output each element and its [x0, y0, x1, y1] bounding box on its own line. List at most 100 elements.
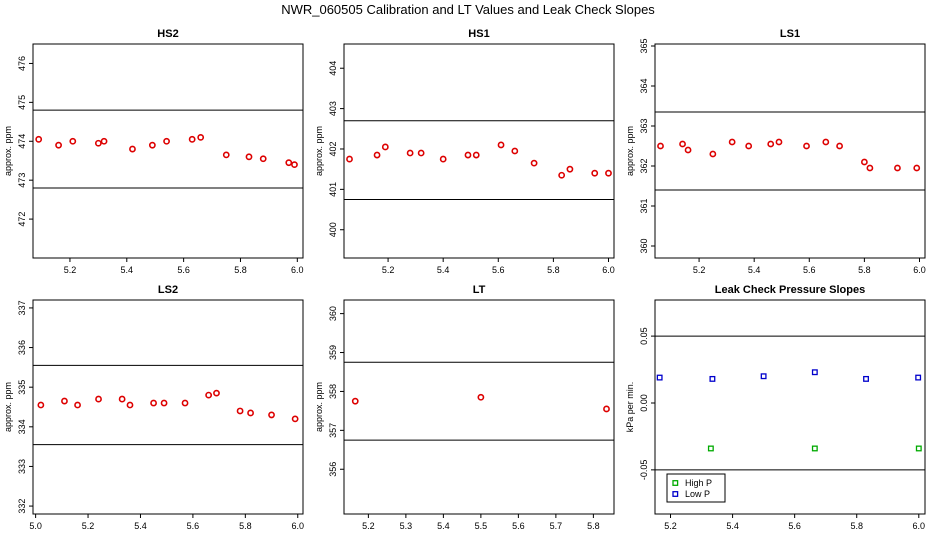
data-point — [511, 147, 519, 155]
y-tick-label: 363 — [639, 118, 649, 133]
data-point — [148, 141, 156, 149]
chart-title: HS2 — [157, 28, 178, 40]
x-tick-label: 5.6 — [187, 521, 200, 531]
x-tick-label: 5.0 — [29, 521, 42, 531]
data-point — [222, 151, 230, 159]
x-tick-label: 5.2 — [693, 265, 706, 275]
data-point — [373, 151, 381, 159]
x-tick-label: 5.4 — [748, 265, 761, 275]
chart-panel: HS1 approx. ppm 5.2 5.4 5.6 5.8 6.0 400 401 402 40… — [314, 28, 615, 275]
data-point — [679, 140, 686, 148]
x-tick-label: 5.2 — [64, 265, 77, 275]
data-point — [35, 135, 43, 143]
y-tick-label: 361 — [639, 198, 649, 213]
legend-marker — [672, 480, 679, 486]
chart-title: LS2 — [158, 284, 178, 296]
x-tick-label: 5.6 — [512, 521, 525, 531]
data-point — [236, 407, 244, 415]
data-point — [707, 445, 714, 452]
data-point — [69, 137, 77, 145]
data-point — [61, 397, 68, 405]
y-tick-label: 0.00 — [639, 394, 649, 412]
data-point — [709, 375, 716, 382]
data-point — [181, 399, 189, 407]
data-point — [477, 393, 485, 401]
data-point — [247, 409, 254, 417]
legend-label: High P — [685, 478, 712, 488]
data-point — [657, 142, 664, 150]
y-axis-label: approx. ppm — [625, 126, 635, 176]
y-tick-label: 474 — [17, 134, 27, 149]
x-tick-label: 5.8 — [587, 521, 600, 531]
chart-panel: LS1 approx. ppm 5.2 5.4 5.6 5.8 6.0 360 361 362 36… — [625, 28, 926, 275]
y-tick-label: -0.05 — [639, 460, 649, 481]
x-tick-label: 6.0 — [291, 521, 304, 531]
data-point — [417, 149, 425, 157]
data-point — [860, 158, 868, 166]
y-tick-label: 475 — [17, 95, 27, 110]
data-point — [95, 395, 102, 403]
data-point — [205, 391, 213, 399]
data-point — [94, 139, 102, 147]
x-tick-label: 6.0 — [291, 265, 304, 275]
y-tick-label: 404 — [328, 61, 338, 76]
chart-title: LT — [473, 284, 486, 296]
data-point — [709, 150, 717, 158]
x-tick-label: 5.7 — [550, 521, 563, 531]
chart-panel: Leak Check Pressure Slopes kPa per min. 5.… — [625, 284, 926, 531]
chart-title: Leak Check Pressure Slopes — [715, 284, 865, 296]
data-point — [811, 369, 818, 376]
data-point — [591, 169, 599, 177]
data-point — [728, 138, 736, 146]
page-title: NWR_060505 Calibration and LT Values and… — [281, 2, 655, 17]
y-axis-label: approx. ppm — [3, 126, 13, 176]
legend — [666, 473, 726, 503]
y-tick-label: 0.05 — [639, 327, 649, 345]
y-tick-label: 359 — [328, 345, 338, 360]
data-point — [497, 141, 505, 149]
data-point — [822, 138, 830, 146]
data-point — [656, 374, 663, 381]
data-point — [558, 171, 566, 179]
data-point — [37, 401, 45, 409]
chart-panel: LS2 approx. ppm 5.0 5.2 5.4 5.6 5.8 6.0 332 333 33… — [3, 284, 304, 531]
chart-panel: HS2 approx. ppm 5.2 5.4 5.6 5.8 6.0 472 473 474 47… — [3, 28, 304, 275]
data-point — [915, 374, 922, 381]
data-point — [566, 165, 574, 173]
x-tick-label: 5.4 — [121, 265, 134, 275]
data-point — [268, 411, 275, 419]
y-tick-label: 337 — [17, 300, 27, 315]
y-tick-label: 332 — [17, 499, 27, 514]
x-tick-label: 6.0 — [913, 521, 926, 531]
y-tick-label: 358 — [328, 384, 338, 399]
x-tick-label: 5.8 — [858, 265, 871, 275]
data-point — [100, 137, 108, 145]
plot-frame — [32, 43, 304, 259]
data-point — [285, 159, 293, 167]
x-tick-label: 5.4 — [437, 265, 450, 275]
data-point — [259, 155, 267, 163]
data-point — [55, 141, 62, 149]
data-point — [213, 389, 220, 397]
data-point — [118, 395, 126, 403]
data-point — [530, 159, 538, 167]
data-point — [150, 399, 157, 407]
x-tick-label: 6.0 — [913, 265, 926, 275]
plot-frame — [32, 299, 304, 515]
x-tick-label: 5.6 — [803, 265, 816, 275]
data-point — [811, 445, 818, 452]
y-tick-label: 401 — [328, 182, 338, 197]
data-point — [197, 133, 205, 141]
x-tick-label: 5.6 — [492, 265, 505, 275]
y-tick-label: 356 — [328, 462, 338, 477]
y-tick-label: 400 — [328, 222, 338, 237]
data-point — [836, 142, 843, 150]
x-tick-label: 5.8 — [850, 521, 863, 531]
chart-title: HS1 — [468, 28, 489, 40]
plot-frame — [343, 299, 615, 515]
data-point — [406, 149, 414, 157]
y-tick-label: 403 — [328, 101, 338, 116]
x-tick-label: 5.2 — [382, 265, 395, 275]
plot-frame — [654, 43, 926, 259]
